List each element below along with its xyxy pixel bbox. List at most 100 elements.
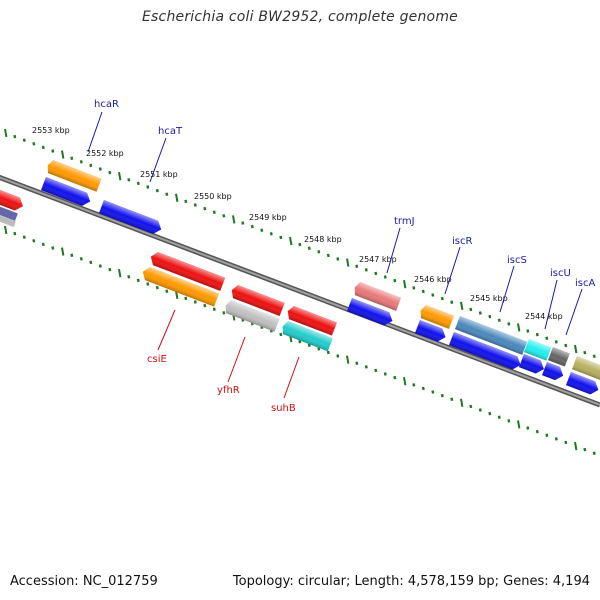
minor-tick xyxy=(412,286,416,290)
minor-tick xyxy=(212,210,216,214)
minor-tick xyxy=(469,404,473,409)
gene-hcaR[interactable] xyxy=(45,159,102,192)
label-hcaT[interactable]: hcaT xyxy=(158,126,183,137)
minor-tick xyxy=(469,307,473,312)
minor-tick xyxy=(41,145,45,150)
minor-tick xyxy=(535,429,539,434)
kbp-label: 2552 kbp xyxy=(86,149,124,158)
minor-tick xyxy=(507,322,511,326)
major-tick xyxy=(574,441,578,451)
major-tick xyxy=(289,236,293,246)
minor-tick xyxy=(488,314,492,319)
label-iscR[interactable]: iscR xyxy=(452,236,472,247)
kbp-label: 2545 kbp xyxy=(470,294,508,303)
minor-tick xyxy=(136,278,140,283)
minor-tick xyxy=(431,390,435,394)
gene-csiE[interactable] xyxy=(140,265,220,307)
minor-tick xyxy=(450,397,454,401)
gene-cds-blue-3[interactable] xyxy=(414,320,448,344)
kbp-label: 2549 kbp xyxy=(249,213,287,222)
gene-iscU[interactable] xyxy=(523,339,552,361)
gene-cds-blue-4[interactable] xyxy=(448,332,523,372)
minor-tick xyxy=(307,246,311,250)
minor-tick xyxy=(165,192,169,196)
gene-iscR[interactable] xyxy=(418,304,455,329)
minor-tick xyxy=(450,300,454,304)
minor-tick xyxy=(51,246,55,250)
minor-tick xyxy=(79,257,83,261)
label-iscS[interactable]: iscS xyxy=(507,255,527,266)
kbp-label: 2547 kbp xyxy=(359,255,397,264)
gene-iscS[interactable] xyxy=(454,316,528,355)
major-tick xyxy=(346,355,350,364)
gene-trmJ[interactable] xyxy=(352,281,402,311)
minor-tick xyxy=(193,300,197,304)
major-tick xyxy=(61,247,65,256)
minor-tick xyxy=(497,415,501,419)
minor-tick xyxy=(89,163,93,168)
minor-tick xyxy=(203,206,207,211)
minor-tick xyxy=(222,311,226,315)
kbp-labels: 2553 kbp 2552 kbp 2551 kbp 2550 kbp 2549… xyxy=(32,126,563,321)
major-tick xyxy=(403,280,407,289)
minor-tick xyxy=(89,260,93,265)
minor-tick xyxy=(393,278,397,283)
label-csiE[interactable]: csiE xyxy=(147,354,167,365)
minor-tick xyxy=(497,318,501,322)
major-tick xyxy=(4,225,8,235)
gene-red-1[interactable] xyxy=(148,250,226,291)
minor-tick xyxy=(412,383,416,387)
minor-tick xyxy=(440,296,444,301)
label-trmJ[interactable]: trmJ xyxy=(394,216,415,227)
label-iscA[interactable]: iscA xyxy=(575,278,595,289)
minor-tick xyxy=(564,440,568,445)
gene-red-2[interactable] xyxy=(229,284,285,316)
minor-tick xyxy=(526,426,530,430)
gene-labels: hcaR hcaT trmJ iscR iscS iscU iscA csiE … xyxy=(94,99,595,414)
major-tick xyxy=(403,377,407,386)
gene-cds-blue-1[interactable] xyxy=(40,177,93,208)
minor-tick xyxy=(127,178,131,182)
minor-tick xyxy=(374,368,378,373)
major-tick xyxy=(346,258,350,267)
minor-tick xyxy=(564,343,568,348)
minor-tick xyxy=(421,289,425,294)
kbp-label: 2550 kbp xyxy=(194,192,232,201)
gene-left-grey[interactable] xyxy=(0,210,16,228)
gene-cds-blue-2[interactable] xyxy=(346,298,395,328)
major-tick xyxy=(118,269,122,278)
minor-tick xyxy=(241,221,245,225)
label-hcaR[interactable]: hcaR xyxy=(94,99,119,110)
minor-tick xyxy=(13,134,17,139)
gene-suhB[interactable] xyxy=(280,320,333,352)
major-tick xyxy=(175,193,179,202)
minor-tick xyxy=(355,264,359,268)
minor-tick xyxy=(155,188,159,193)
minor-tick xyxy=(326,253,330,258)
kbp-label: 2551 kbp xyxy=(140,170,178,179)
minor-tick xyxy=(70,156,74,160)
label-yfhR[interactable]: yfhR xyxy=(217,385,240,396)
minor-tick xyxy=(146,282,150,286)
minor-tick xyxy=(545,336,549,340)
gene-left-purple[interactable] xyxy=(0,202,18,221)
minor-tick xyxy=(32,239,36,243)
gene-olive[interactable] xyxy=(571,356,600,384)
page-title: Escherichia coli BW2952, complete genome xyxy=(142,9,458,25)
major-tick xyxy=(517,420,521,429)
minor-tick xyxy=(184,296,188,301)
minor-tick xyxy=(298,242,302,247)
label-iscU[interactable]: iscU xyxy=(550,268,571,279)
minor-tick xyxy=(22,235,26,239)
gene-cds-blue-7[interactable] xyxy=(565,372,600,397)
gene-left-red[interactable] xyxy=(0,186,25,213)
gene-hcaT[interactable] xyxy=(98,200,164,236)
gene-iscA[interactable] xyxy=(547,347,570,367)
label-suhB[interactable]: suhB xyxy=(271,403,296,414)
minor-tick xyxy=(364,365,368,369)
minor-tick xyxy=(193,203,197,207)
gene-cds-blue-6[interactable] xyxy=(541,362,566,382)
gene-cds-blue-5[interactable] xyxy=(518,354,546,376)
gene-red-3[interactable] xyxy=(285,305,337,336)
gene-yfhR[interactable] xyxy=(223,299,280,332)
